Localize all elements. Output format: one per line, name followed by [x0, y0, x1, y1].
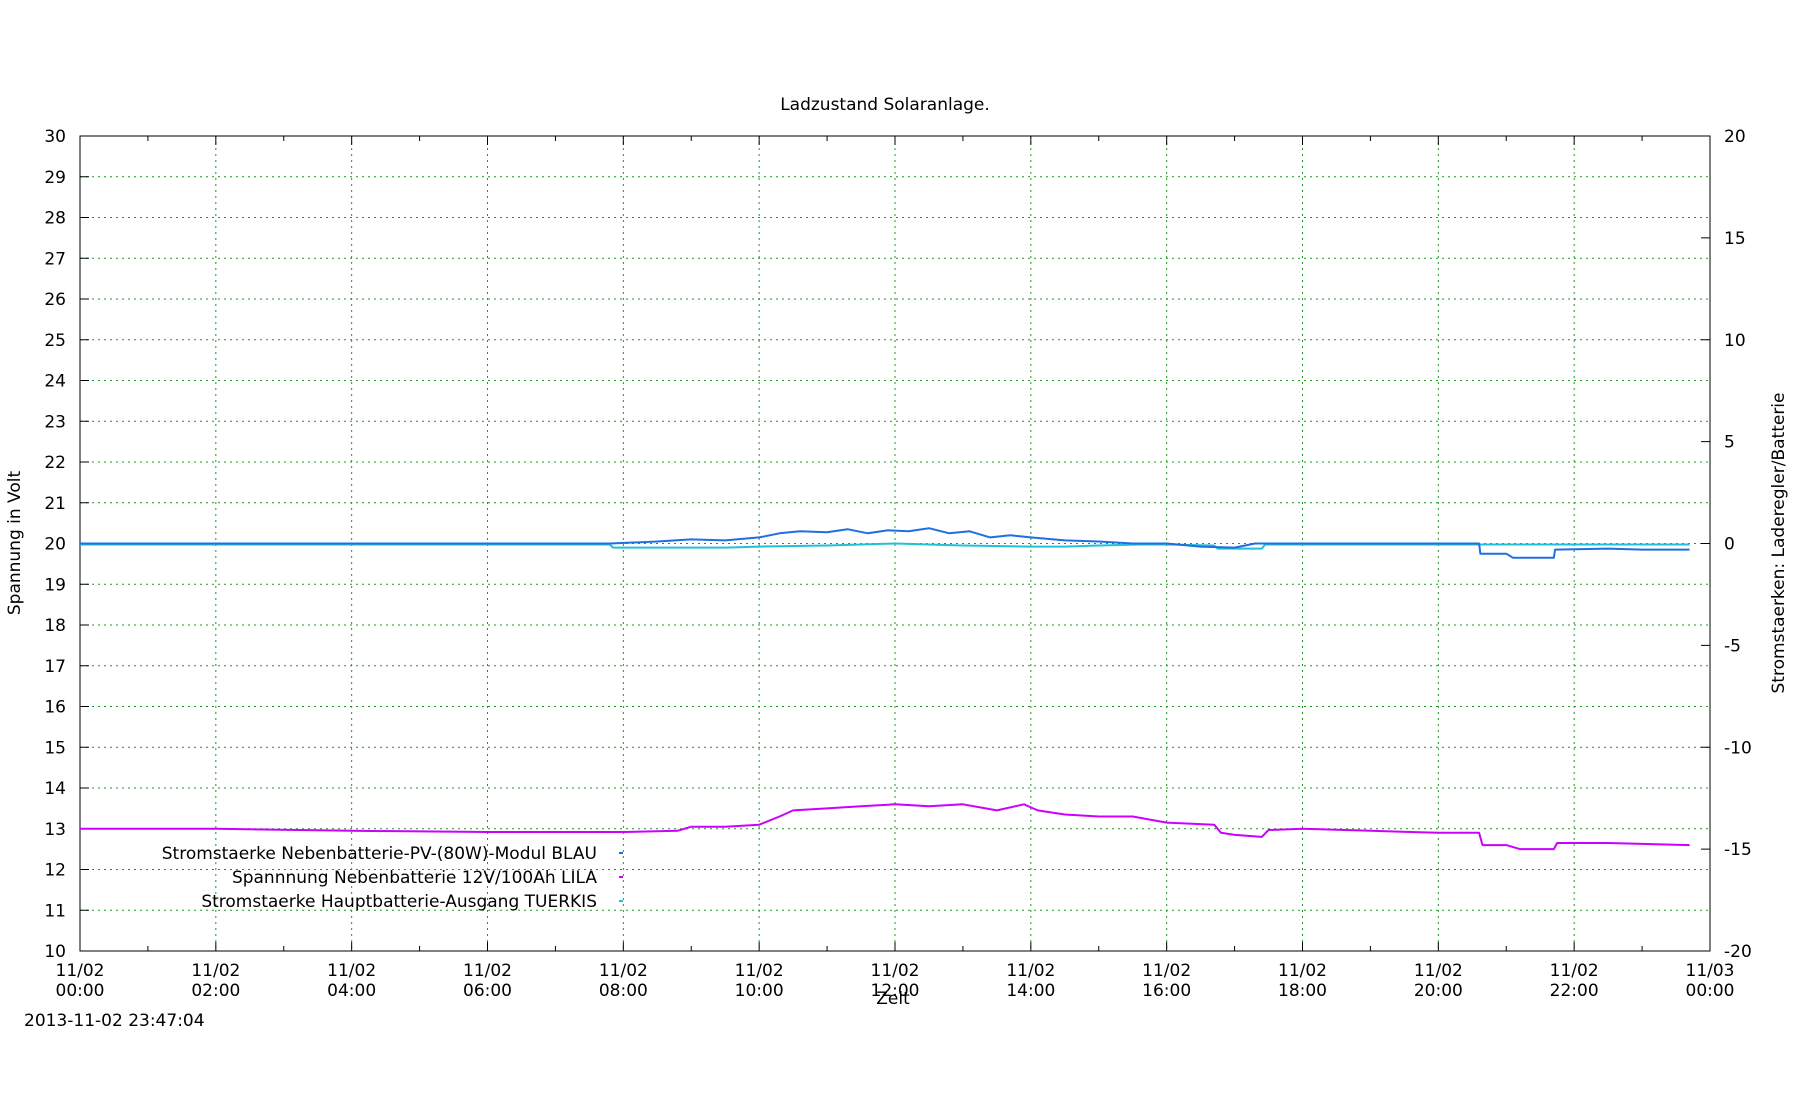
- y-tick-label: 21: [44, 494, 66, 514]
- x-tick-label-date: 11/02: [56, 961, 105, 981]
- y-tick-label: 25: [44, 331, 66, 351]
- x-tick-label-time: 22:00: [1550, 981, 1599, 1001]
- y2-tick-label: 15: [1724, 229, 1746, 249]
- x-tick-label-time: 18:00: [1278, 981, 1327, 1001]
- series-line-2: [80, 803, 1690, 851]
- y-tick-label: 24: [44, 372, 66, 392]
- x-tick-label-date: 11/02: [191, 961, 240, 981]
- axis-ticks: 10 11 12 13 14 15 16 17 18 19 20 21 22 23 24 25 26 27 28 29…: [44, 127, 1751, 1001]
- x-tick-label-date: 11/02: [1006, 961, 1055, 981]
- y-tick-label: 15: [44, 738, 66, 758]
- y-tick-label: 13: [44, 820, 66, 840]
- y-tick-label: 27: [44, 249, 66, 269]
- y-tick-label: 19: [44, 575, 66, 595]
- y-tick-label: 23: [44, 412, 66, 432]
- x-tick-label-date: 11/02: [599, 961, 648, 981]
- x-tick-label-time: 02:00: [191, 981, 240, 1001]
- y-tick-label: 11: [44, 901, 66, 921]
- x-tick-label-date: 11/02: [735, 961, 784, 981]
- y-tick-label: 12: [44, 861, 66, 881]
- x-tick-label-date: 11/02: [1414, 961, 1463, 981]
- y-tick-label: 26: [44, 290, 66, 310]
- y2-tick-label: 10: [1724, 331, 1746, 351]
- y-axis-label: Spannung in Volt: [5, 471, 25, 616]
- y-tick-label: 17: [44, 657, 66, 677]
- y-tick-label: 30: [44, 127, 66, 147]
- legend-label-3: Stromstaerke Hauptbatterie-Ausgang TUERK…: [201, 892, 597, 912]
- x-tick-label-date: 11/02: [1278, 961, 1327, 981]
- legend-label-2: Spannnung Nebenbatterie 12V/100Ah LILA: [232, 868, 597, 888]
- y-tick-label: 28: [44, 209, 66, 229]
- x-tick-label-date: 11/02: [1550, 961, 1599, 981]
- x-tick-label-time: 00:00: [56, 981, 105, 1001]
- x-tick-label-time: 04:00: [327, 981, 376, 1001]
- y-tick-label: 14: [44, 779, 66, 799]
- x-tick-label-date: 11/03: [1686, 961, 1735, 981]
- y-tick-label: 10: [44, 942, 66, 962]
- x-tick-label-time: 20:00: [1414, 981, 1463, 1001]
- series-line-1: [80, 527, 1690, 559]
- x-tick-label-time: 14:00: [1006, 981, 1055, 1001]
- legend-label-1: Stromstaerke Nebenbatterie-PV-(80W)-Modu…: [162, 844, 597, 864]
- y2-tick-label: 0: [1724, 535, 1735, 555]
- x-tick-label-time: 06:00: [463, 981, 512, 1001]
- x-tick-label-date: 11/02: [327, 961, 376, 981]
- x-tick-label-date: 11/02: [871, 961, 920, 981]
- x-axis-label: Zeit: [876, 989, 910, 1009]
- chart-title: Ladzustand Solaranlage.: [780, 95, 990, 115]
- x-tick-label-time: 08:00: [599, 981, 648, 1001]
- y-tick-label: 18: [44, 616, 66, 636]
- y2-axis-label: Stromstaerken: Laderegler/Batterie: [1769, 393, 1789, 694]
- y2-tick-label: -15: [1724, 840, 1752, 860]
- x-tick-label-time: 16:00: [1142, 981, 1191, 1001]
- y-tick-label: 20: [44, 535, 66, 555]
- legend: Stromstaerke Nebenbatterie-PV-(80W)-Modu…: [162, 844, 623, 912]
- y2-tick-label: 20: [1724, 127, 1746, 147]
- y-tick-label: 16: [44, 698, 66, 718]
- x-tick-label-time: 00:00: [1686, 981, 1735, 1001]
- series-layer: [80, 527, 1690, 851]
- x-tick-label-time: 10:00: [735, 981, 784, 1001]
- x-tick-label-date: 11/02: [1142, 961, 1191, 981]
- timestamp: 2013-11-02 23:47:04: [24, 1011, 205, 1031]
- y2-tick-label: -20: [1724, 942, 1752, 962]
- y2-tick-label: -5: [1724, 636, 1741, 656]
- y-tick-label: 29: [44, 168, 66, 188]
- y2-tick-label: -10: [1724, 738, 1752, 758]
- y2-tick-label: 5: [1724, 433, 1735, 453]
- x-tick-label-time: 12:00: [871, 981, 920, 1001]
- y-tick-label: 22: [44, 453, 66, 473]
- x-tick-label-date: 11/02: [463, 961, 512, 981]
